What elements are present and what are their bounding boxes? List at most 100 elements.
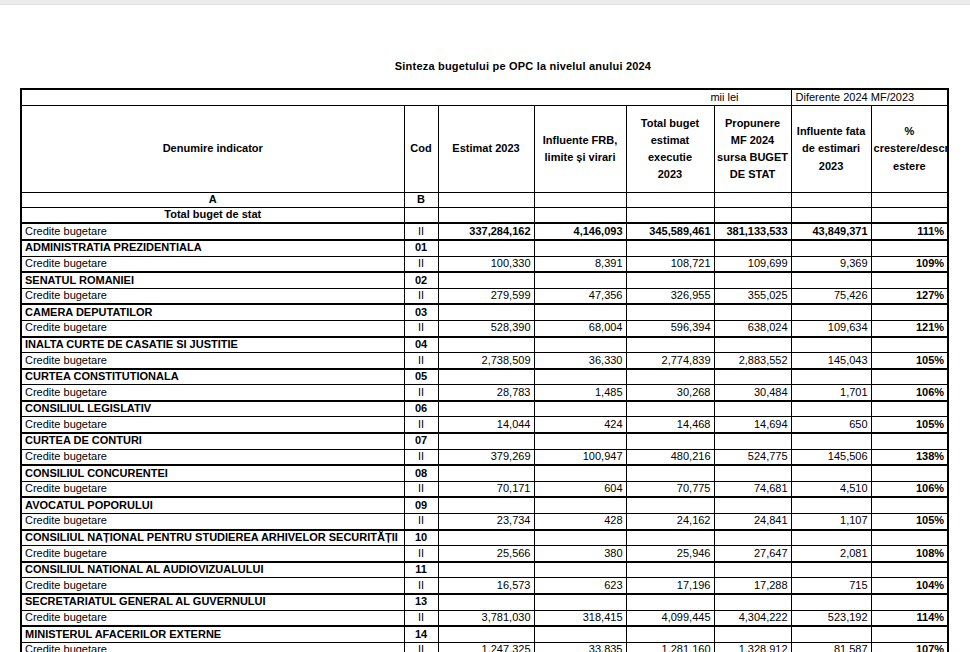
empty-cell [714,594,791,610]
credite-row: Credite bugetareII379,269100,947480,2165… [21,449,948,465]
empty-cell [438,193,534,208]
value-cell: 2,883,552 [714,353,791,369]
empty-cell [871,465,948,481]
section-row: CONSILIUL CONCURENTEI08 [21,465,948,481]
empty-cell [534,207,626,223]
empty-cell [626,594,714,610]
value-cell: 24,841 [714,514,791,530]
value-cell: 1,328,912 [714,642,791,652]
empty-cell [871,401,948,417]
indicator-label: Credite bugetare [21,642,404,652]
empty-cell [791,594,871,610]
indicator-label: Credite bugetare [21,481,404,497]
credite-row: Credite bugetareII70,17160470,77574,6814… [21,481,948,497]
value-cell: 381,133,533 [714,223,791,240]
empty-cell [714,193,791,208]
indicator-label: Credite bugetare [21,256,404,272]
value-cell: 480,216 [626,449,714,465]
page-title: Sinteza bugetului pe OPC la nivelul anul… [395,60,651,72]
cod-cell: II [404,417,438,433]
empty-cell [626,497,714,513]
value-cell: 74,681 [714,481,791,497]
cod-cell: 06 [404,401,438,417]
empty-cell [871,272,948,288]
indicator-label: SECRETARIATUL GENERAL AL GUVERNULUI [21,594,404,610]
value-cell: 23,734 [438,514,534,530]
empty-cell [714,207,791,223]
empty-cell [714,240,791,256]
value-cell: 604 [534,481,626,497]
empty-cell [626,337,714,353]
section-row: CAMERA DEPUTATILOR03 [21,304,948,320]
empty-cell [534,530,626,546]
empty-cell [626,272,714,288]
indicator-label: Credite bugetare [21,288,404,304]
value-cell: 2,738,509 [438,353,534,369]
empty-cell [534,594,626,610]
empty-cell [714,465,791,481]
value-cell: 100,947 [534,449,626,465]
section-row: CONSILIUL NATIONAL AL AUDIOVIZUALULUI11 [21,562,948,578]
empty-cell [871,207,948,223]
section-row: CURTEA DE CONTURI07 [21,433,948,449]
col-header-procent: % crestere/descr estere [871,106,948,193]
indicator-label: CONSILIUL CONCURENTEI [21,465,404,481]
section-row: CURTEA CONSTITUTIONALA05 [21,369,948,385]
value-cell: 428 [534,514,626,530]
credite-row: Credite bugetareII337,284,1624,146,09334… [21,223,948,240]
indicator-label: Credite bugetare [21,546,404,562]
value-cell: 1,247,325 [438,642,534,652]
empty-cell [626,530,714,546]
cod-cell: II [404,223,438,240]
value-cell: 355,025 [714,288,791,304]
value-cell: 1,485 [534,385,626,401]
credite-row: Credite bugetareII23,73442824,16224,8411… [21,514,948,530]
empty-cell [534,193,626,208]
value-cell: 106% [871,481,948,497]
value-cell: 75,426 [791,288,871,304]
empty-cell [791,497,871,513]
value-cell: 4,146,093 [534,223,626,240]
value-cell: 337,284,162 [438,223,534,240]
value-cell: 2,081 [791,546,871,562]
cod-cell: 02 [404,272,438,288]
value-cell: 4,099,445 [626,610,714,626]
col-header-propunere-mf: Propunere MF 2024 sursa BUGET DE STAT [714,106,791,193]
value-cell: 109,699 [714,256,791,272]
section-row: ADMINISTRATIA PREZIDENTIALA01 [21,240,948,256]
empty-cell [714,530,791,546]
value-cell: 109% [871,256,948,272]
value-cell: 27,647 [714,546,791,562]
total-header-row: Total buget de stat [21,207,948,223]
cod-cell: 07 [404,433,438,449]
value-cell: 17,196 [626,578,714,594]
empty-cell [871,369,948,385]
value-cell: 379,269 [438,449,534,465]
empty-cell [534,433,626,449]
indicator-label: MINISTERUL AFACERILOR EXTERNE [21,626,404,642]
cod-cell: 03 [404,304,438,320]
indicator-label: Credite bugetare [21,320,404,336]
value-cell: 638,024 [714,320,791,336]
credite-row: Credite bugetareII100,3308,391108,721109… [21,256,948,272]
empty-cell [534,304,626,320]
value-cell: 596,394 [626,320,714,336]
indicator-label: Credite bugetare [21,514,404,530]
empty-cell [438,337,534,353]
cod-cell: II [404,288,438,304]
credite-row: Credite bugetareII14,04442414,46814,6946… [21,417,948,433]
value-cell: 318,415 [534,610,626,626]
empty-cell [791,369,871,385]
budget-table: mii lei Diferente 2024 MF/2023 Denumire … [20,88,949,652]
empty-cell [871,530,948,546]
value-cell: 81,587 [791,642,871,652]
empty-cell [534,562,626,578]
header-row: Denumire indicator Cod Estimat 2023 Infl… [21,106,948,193]
cod-cell: II [404,578,438,594]
indicator-label: Credite bugetare [21,610,404,626]
cod-cell: 14 [404,626,438,642]
credite-row: Credite bugetareII279,59947,356326,95535… [21,288,948,304]
value-cell: 104% [871,578,948,594]
value-cell: 28,783 [438,385,534,401]
empty-cell [626,304,714,320]
